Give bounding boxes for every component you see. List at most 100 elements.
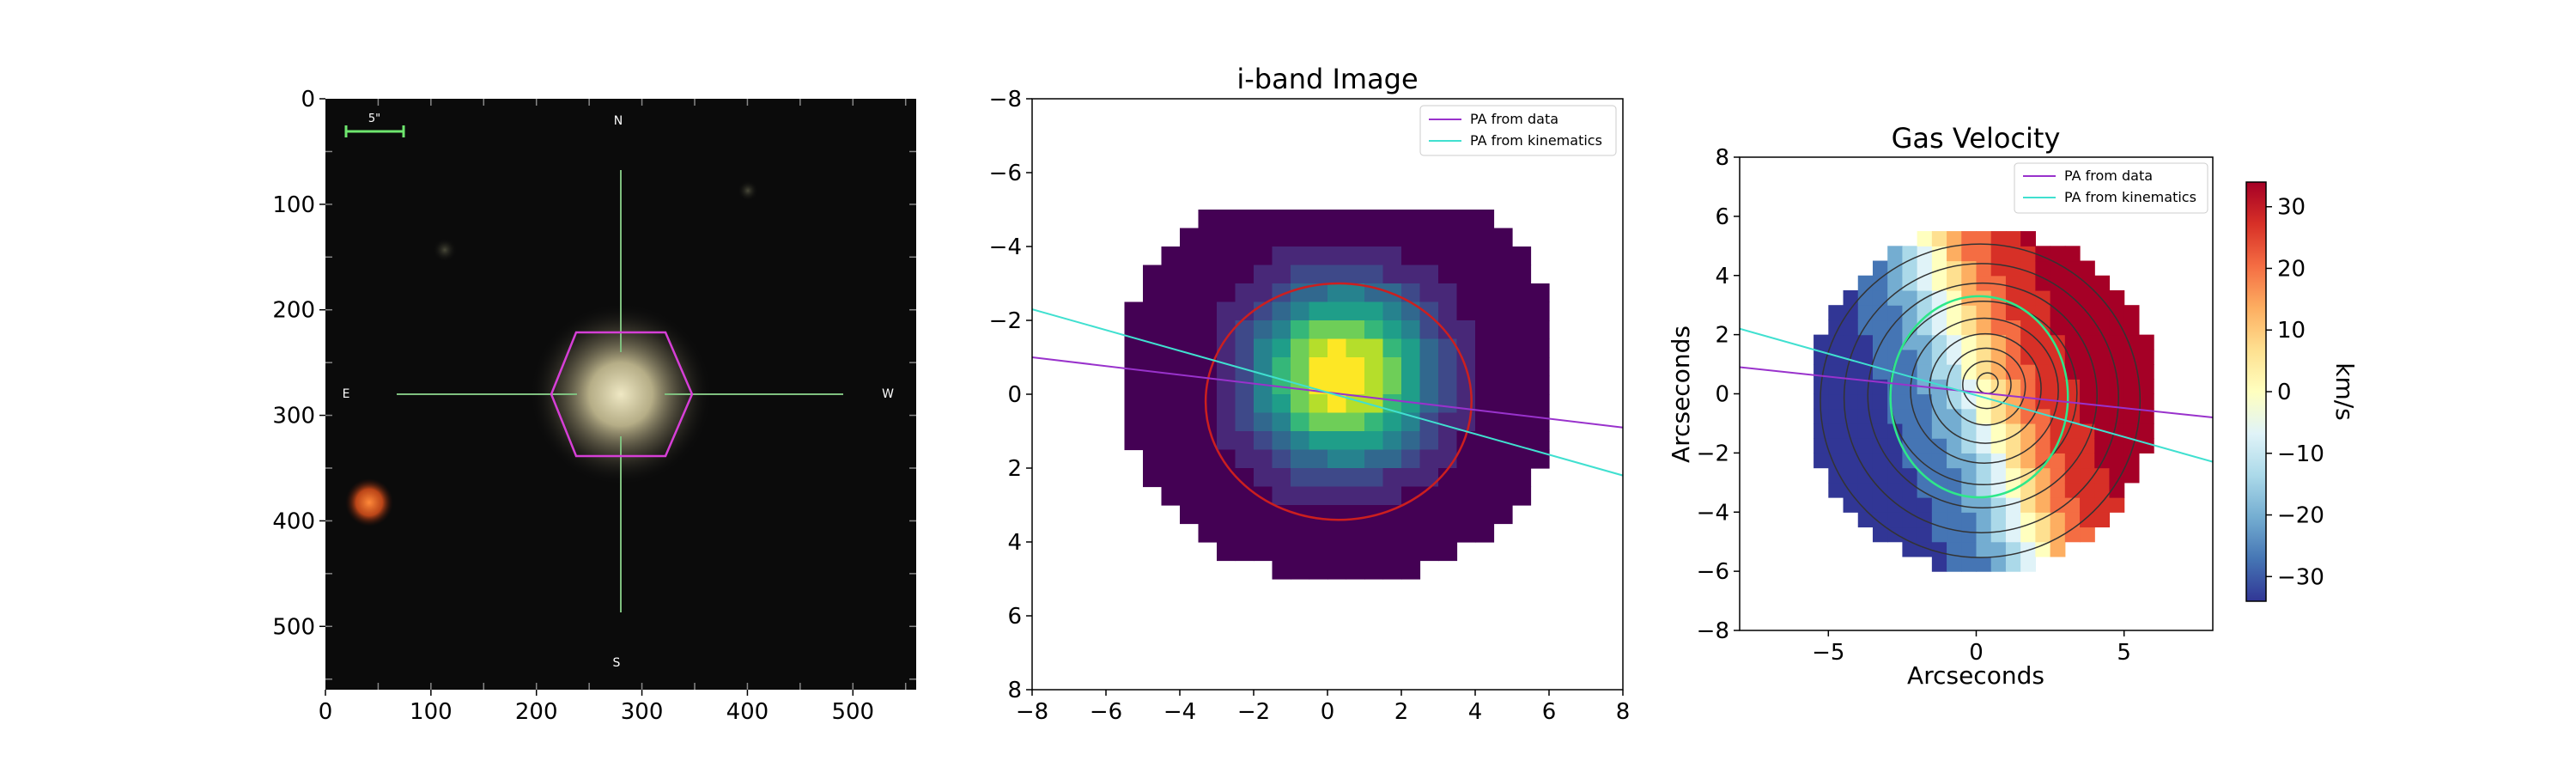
iband-pixel [1346,210,1365,229]
iband-pixel [1272,449,1291,469]
velocity-pixel [1976,231,1992,247]
gas-ytick-label: 2 [1715,323,1729,349]
iband-pixel [1272,431,1291,451]
velocity-pixel [1931,482,1947,498]
iband-pixel [1254,283,1273,303]
iband-pixel [1382,301,1402,321]
iband-pixel [1180,394,1200,414]
velocity-pixel [2035,246,2051,262]
iband-pixel [1493,247,1513,266]
iband-pixel [1198,265,1218,284]
iband-pixel [1364,412,1384,432]
iband-pixel [1438,247,1458,266]
velocity-pixel [1931,320,1947,336]
iband-pixel [1309,210,1328,229]
iband-pixel [1401,283,1421,303]
velocity-pixel [2020,275,2036,291]
iband-pixel [1475,505,1495,525]
velocity-pixel [2064,423,2081,439]
iband-pixel [1254,431,1273,451]
velocity-pixel [1887,275,1904,291]
iband-pixel [1327,505,1347,525]
iband-pixel [1309,265,1328,284]
optical-ytick-label: 300 [272,404,315,429]
iband-pixel [1327,210,1347,229]
velocity-pixel [1917,260,1933,277]
velocity-pixel [1947,305,1962,321]
velocity-pixel [1947,349,1962,365]
optical-image: 5" N S E W [325,99,916,690]
velocity-pixel [2050,453,2066,469]
iband-pixel [1235,523,1255,543]
flux-contour [1843,263,2120,533]
velocity-pixel [1828,320,1844,336]
flux-contour [1867,282,2098,509]
velocity-pixel [1872,408,1888,424]
iband-pixel [1327,412,1347,432]
iband-pixel [1235,412,1255,432]
iband-pixel [1475,486,1495,506]
velocity-pixel [1902,497,1918,513]
optical-xtick-label: 500 [831,699,874,725]
iband-pixel [1419,338,1439,358]
velocity-pixel [1917,408,1933,424]
iband-pixel [1143,468,1163,488]
velocity-pixel [1947,364,1962,380]
velocity-pixel [2080,467,2095,484]
velocity-pixel [2123,423,2140,439]
velocity-pixel [1917,231,1933,247]
velocity-pixel [1947,541,1962,557]
velocity-pixel [2138,349,2154,365]
iband-pixel [1493,486,1513,506]
velocity-pixel [1961,556,1978,572]
velocity-pixel [1931,231,1947,247]
velocity-pixel [1990,408,2007,424]
optical-ytick-label: 500 [272,614,315,640]
velocity-pixel [1990,334,2007,350]
iband-pixel [1512,320,1532,340]
iband-pixel [1327,542,1347,562]
velocity-pixel [1872,334,1888,350]
compass-e: E [343,387,350,401]
iband-pixel [1235,228,1255,247]
iband-pixel [1180,283,1200,303]
iband-pixel [1254,210,1273,229]
gas-ytick-label: −2 [1697,441,1729,466]
iband-pixel [1493,449,1513,469]
velocity-pixel [1990,556,2007,572]
iband-pa-kinematics-line [1032,308,1623,477]
iband-pixel [1401,560,1421,580]
iband-pixel [1512,247,1532,266]
iband-pixel [1401,505,1421,525]
iband-pixel [1456,486,1476,506]
velocity-pixel [2123,364,2140,380]
gas-ytick-label: −6 [1697,559,1729,585]
velocity-pixel [1902,349,1918,365]
velocity-pixel [2138,408,2154,424]
iband-pixel [1309,357,1328,377]
iband-pixel [1291,523,1310,543]
iband-pixel [1217,505,1236,525]
iband-pixel [1475,449,1495,469]
iband-pixel [1512,412,1532,432]
iband-pixel [1217,338,1236,358]
velocity-pixel [2080,379,2095,395]
flux-contour [1820,243,2142,558]
iband-pixel [1309,468,1328,488]
ifu-hexagon [550,331,694,458]
velocity-pixel [2064,246,2081,262]
velocity-pixel [1814,423,1829,439]
iband-pixel [1272,394,1291,414]
velocity-pixel [1828,467,1844,484]
iband-pixel [1291,357,1310,377]
iband-pixel [1272,228,1291,247]
iband-pixel [1217,412,1236,432]
iband-pixel [1272,486,1291,506]
velocity-pixel [1976,438,1992,453]
velocity-pixel [2050,482,2066,498]
iband-xtick-label: −4 [1163,699,1196,725]
velocity-pixel [1843,305,1859,321]
velocity-pixel [2080,275,2095,291]
iband-pixel [1217,228,1236,247]
